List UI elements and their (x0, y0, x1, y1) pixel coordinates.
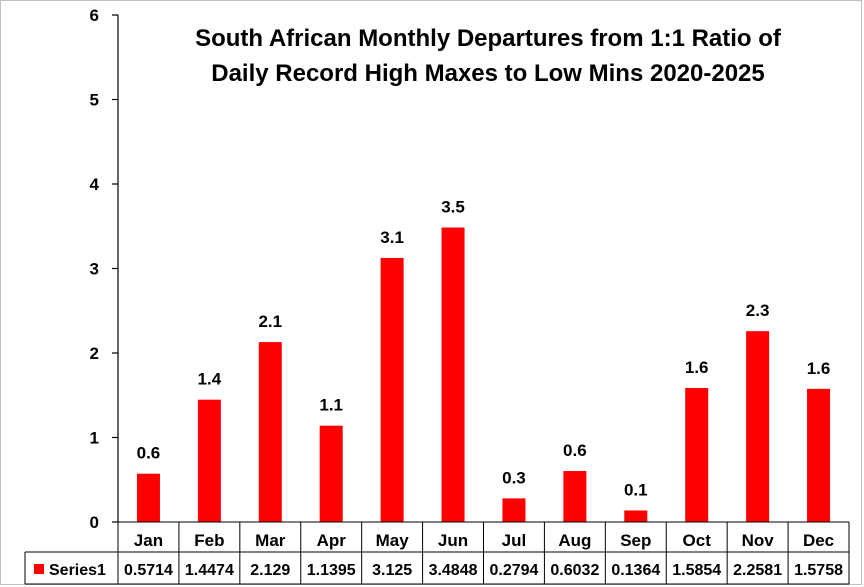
bar (563, 471, 587, 522)
table-value: 1.5758 (794, 562, 843, 579)
chart-title-line-1: South African Monthly Departures from 1:… (195, 25, 782, 52)
category-label: Feb (194, 531, 224, 550)
data-label: 1.6 (807, 359, 831, 378)
bar (319, 425, 343, 522)
category-label: Apr (317, 531, 347, 550)
category-label: Sep (620, 531, 651, 550)
bar (502, 498, 526, 522)
y-tick-label: 2 (90, 344, 99, 363)
table-value: 0.2794 (489, 562, 538, 579)
data-label: 0.3 (502, 468, 526, 487)
legend-series-name: Series1 (49, 562, 106, 579)
table-value: 1.4474 (185, 562, 234, 579)
data-label: 2.3 (746, 301, 770, 320)
table-value: 1.5854 (672, 562, 721, 579)
bar (441, 227, 465, 522)
table-value: 3.4848 (429, 562, 478, 579)
table-value: 0.5714 (124, 562, 173, 579)
data-label: 3.1 (380, 228, 404, 247)
data-label: 0.6 (137, 444, 161, 463)
data-labels: 0.6 1.4 2.1 1.1 3.1 3.5 0.3 0.6 0.1 1.6 2.3 1.6 (137, 198, 831, 500)
data-label: 1.4 (198, 370, 222, 389)
bar (685, 388, 709, 522)
chart-title-line-2: Daily Record High Maxes to Low Mins 2020… (211, 60, 765, 87)
category-label: Nov (742, 531, 775, 550)
bar (258, 342, 282, 522)
bar (624, 510, 648, 522)
data-label: 3.5 (441, 198, 465, 217)
y-tick-label: 0 (90, 513, 99, 532)
data-label: 1.1 (319, 396, 343, 415)
category-label: Aug (558, 531, 591, 550)
y-tick-label: 3 (90, 260, 99, 279)
table-value: 1.1395 (307, 562, 356, 579)
bar (807, 388, 831, 522)
category-label: Jun (438, 531, 468, 550)
data-label: 0.1 (624, 480, 648, 499)
bar (746, 331, 770, 522)
y-tick-label: 1 (90, 429, 99, 448)
y-axis: 0 1 2 3 4 5 6 (90, 6, 119, 532)
table-value: 0.6032 (550, 562, 599, 579)
category-label: Oct (683, 531, 712, 550)
category-label: Jul (502, 531, 527, 550)
category-label: May (376, 531, 410, 550)
category-label: Mar (255, 531, 286, 550)
legend-key-icon (34, 564, 44, 574)
data-table: Jan Feb Mar Apr May Jun Jul Aug Sep Oct Nov Dec Seri… (24, 521, 850, 585)
y-tick-label: 5 (90, 91, 99, 110)
data-label: 2.1 (258, 312, 282, 331)
table-value: 3.125 (372, 562, 412, 579)
y-tick-label: 6 (90, 6, 99, 25)
category-label: Dec (803, 531, 834, 550)
chart-title: South African Monthly Departures from 1:… (195, 25, 782, 87)
table-value: 2.2581 (733, 562, 782, 579)
bar (380, 257, 404, 522)
table-value: 0.1364 (611, 562, 660, 579)
table-value: 2.129 (250, 562, 290, 579)
bar-series (136, 227, 831, 522)
bar (197, 399, 221, 522)
y-tick-label: 4 (90, 175, 100, 194)
category-label: Jan (134, 531, 163, 550)
data-label: 0.6 (563, 441, 587, 460)
bar (136, 473, 160, 522)
data-label: 1.6 (685, 358, 709, 377)
